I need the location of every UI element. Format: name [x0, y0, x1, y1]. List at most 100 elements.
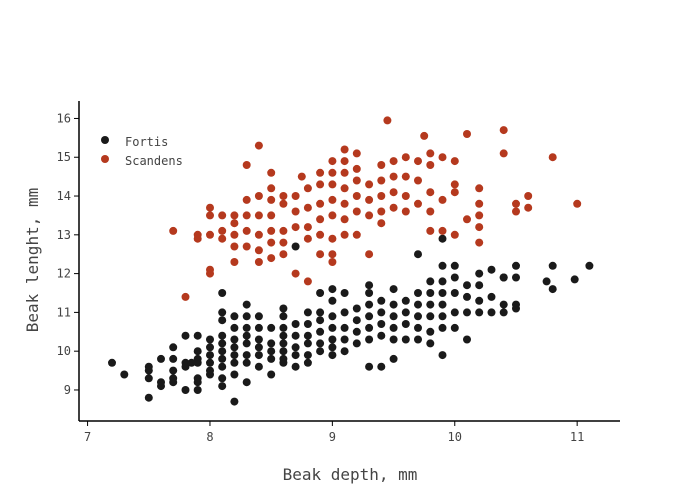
point-fortis	[267, 354, 276, 363]
point-scandens	[218, 234, 227, 243]
point-scandens	[365, 195, 374, 204]
point-scandens	[414, 157, 422, 166]
point-scandens	[426, 207, 435, 216]
point-fortis	[193, 331, 202, 340]
point-scandens	[206, 203, 214, 212]
point-scandens	[328, 211, 337, 220]
point-fortis	[389, 312, 398, 321]
point-scandens	[377, 192, 386, 200]
point-fortis	[230, 351, 239, 360]
point-scandens	[242, 211, 251, 220]
point-scandens	[193, 234, 202, 243]
point-fortis	[254, 312, 263, 321]
point-scandens	[573, 199, 582, 208]
point-fortis	[157, 382, 165, 391]
point-fortis	[230, 358, 239, 367]
point-fortis	[144, 366, 153, 375]
point-scandens	[401, 192, 410, 200]
point-scandens	[328, 234, 337, 243]
point-fortis	[499, 273, 508, 282]
point-fortis	[438, 312, 447, 321]
point-scandens	[426, 188, 435, 197]
point-scandens	[328, 258, 337, 266]
point-fortis	[303, 339, 312, 348]
point-scandens	[254, 211, 263, 220]
point-scandens	[463, 215, 471, 224]
point-scandens	[316, 168, 325, 177]
point-fortis	[450, 308, 459, 317]
point-scandens	[340, 157, 349, 166]
point-fortis	[426, 289, 435, 297]
y-axis-title: Beak lenght, mm	[23, 188, 42, 333]
point-fortis	[365, 312, 374, 321]
point-fortis	[169, 366, 178, 375]
legend-label-fortis: Fortis	[125, 135, 168, 149]
point-scandens	[279, 226, 288, 235]
point-fortis	[438, 261, 447, 270]
point-fortis	[377, 308, 386, 317]
point-scandens	[267, 238, 276, 247]
point-fortis	[548, 261, 557, 270]
y-tick-label: 15	[57, 150, 71, 164]
point-fortis	[426, 300, 435, 309]
x-tick-label: 10	[448, 430, 462, 444]
point-scandens	[230, 258, 239, 266]
point-fortis	[291, 351, 300, 360]
x-tick-label: 11	[570, 430, 584, 444]
point-scandens	[438, 195, 447, 204]
point-fortis	[389, 323, 398, 332]
point-fortis	[218, 354, 227, 363]
point-fortis	[193, 378, 202, 387]
legend-marker-fortis	[101, 136, 109, 144]
y-tick-label: 16	[57, 111, 71, 125]
point-fortis	[414, 300, 422, 309]
point-scandens	[352, 149, 361, 158]
point-fortis	[218, 331, 227, 340]
point-scandens	[291, 192, 300, 200]
point-fortis	[230, 397, 239, 406]
point-scandens	[230, 230, 239, 239]
point-scandens	[499, 149, 508, 158]
point-fortis	[303, 308, 312, 317]
point-scandens	[242, 161, 251, 169]
points-layer	[108, 116, 594, 406]
point-scandens	[524, 192, 533, 200]
point-fortis	[291, 320, 300, 328]
point-scandens	[279, 199, 288, 208]
point-scandens	[438, 226, 447, 235]
x-ticks: 7 8 9 10 11	[84, 421, 584, 444]
point-scandens	[548, 153, 557, 162]
point-fortis	[340, 323, 349, 332]
point-fortis	[303, 331, 312, 340]
point-fortis	[475, 296, 484, 305]
point-scandens	[450, 188, 459, 197]
point-fortis	[193, 358, 202, 367]
point-fortis	[230, 323, 239, 332]
point-fortis	[365, 281, 374, 290]
point-fortis	[414, 289, 422, 297]
point-fortis	[352, 327, 361, 336]
point-fortis	[365, 289, 374, 297]
point-fortis	[316, 316, 325, 325]
point-fortis	[169, 354, 178, 363]
point-scandens	[389, 203, 398, 212]
point-scandens	[230, 219, 239, 228]
point-scandens	[328, 157, 337, 166]
x-axis-title: Beak depth, mm	[283, 465, 418, 484]
point-scandens	[218, 226, 227, 235]
point-fortis	[206, 370, 214, 379]
point-scandens	[475, 184, 484, 193]
point-fortis	[316, 339, 325, 348]
point-scandens	[316, 250, 325, 259]
point-fortis	[548, 285, 557, 294]
x-tick-label: 8	[206, 430, 213, 444]
point-scandens	[420, 131, 429, 140]
point-fortis	[218, 374, 227, 383]
point-fortis	[169, 378, 178, 387]
point-fortis	[389, 285, 398, 294]
point-fortis	[426, 327, 435, 336]
point-fortis	[475, 269, 484, 278]
point-scandens	[512, 207, 520, 216]
point-fortis	[438, 351, 447, 360]
point-fortis	[463, 292, 471, 301]
